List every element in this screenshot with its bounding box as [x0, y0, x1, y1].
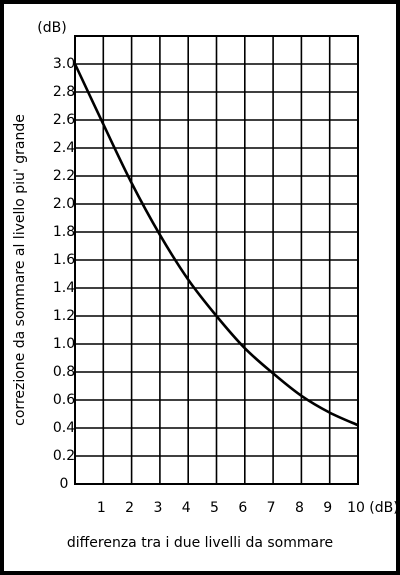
y-tick-label: 2.0	[53, 196, 75, 212]
y-tick-label: 0	[60, 476, 69, 492]
y-tick-label: 1.8	[53, 224, 75, 240]
y-tick-label: 1.6	[53, 252, 75, 268]
y-tick-label: 1.2	[53, 308, 75, 324]
x-tick-label: 10	[347, 500, 365, 516]
y-tick-label: 3.0	[53, 56, 75, 72]
x-tick-label: 1	[97, 500, 106, 516]
y-tick-label: 2.2	[53, 168, 75, 184]
x-tick-label: 5	[210, 500, 219, 516]
x-unit: (dB)	[369, 500, 398, 516]
x-axis-label: differenza tra i due livelli da sommare	[67, 535, 333, 551]
x-tick-label: 8	[295, 500, 304, 516]
y-tick-label: 1.4	[53, 280, 75, 296]
y-tick-label: 1.0	[53, 336, 75, 352]
y-tick-label: 0.8	[53, 364, 75, 380]
x-tick-label: 3	[153, 500, 162, 516]
y-tick-label: 2.8	[53, 84, 75, 100]
y-tick-label: 2.4	[53, 140, 75, 156]
y-tick-label: 2.6	[53, 112, 75, 128]
y-tick-label: 0.4	[53, 420, 75, 436]
y-unit: (dB)	[37, 20, 66, 36]
y-tick-label: 0.6	[53, 392, 75, 408]
x-tick-label: 6	[238, 500, 247, 516]
x-tick-label: 2	[125, 500, 134, 516]
x-tick-label: 4	[182, 500, 191, 516]
curve	[73, 63, 359, 427]
x-tick-label: 7	[267, 500, 276, 516]
y-axis-label: correzione da sommare al livello piu' gr…	[12, 114, 28, 426]
y-tick-label: 0.2	[53, 448, 75, 464]
x-tick-label: 9	[323, 500, 332, 516]
